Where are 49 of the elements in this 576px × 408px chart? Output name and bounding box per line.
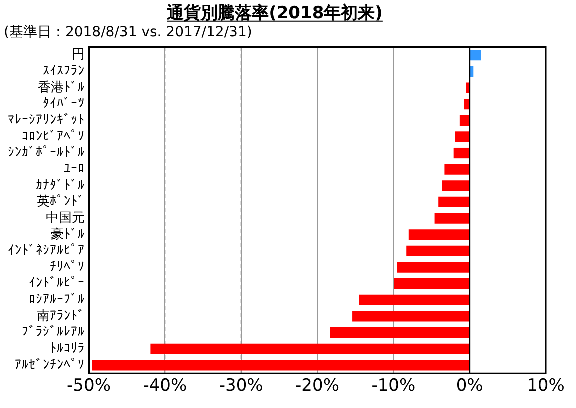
bar bbox=[330, 327, 470, 338]
chart-subtitle: (基準日：2018/8/31 vs. 2017/12/31) bbox=[4, 24, 252, 40]
x-tick-label: -50% bbox=[67, 376, 111, 396]
bar bbox=[150, 344, 470, 354]
y-tick-label: ﾌﾞﾗｼﾞﾙﾚｱﾙ bbox=[22, 325, 85, 340]
y-tick-label: ｼﾝｶﾞﾎﾟｰﾙﾄﾞﾙ bbox=[8, 146, 85, 161]
bar bbox=[466, 82, 470, 94]
bar bbox=[470, 66, 474, 77]
y-tick-label: ｲﾝﾄﾞﾈｼｱﾙﾋﾟｱ bbox=[8, 244, 85, 259]
bar bbox=[92, 360, 470, 371]
y-tick-label: ﾏﾚｰｼｱﾘﾝｷﾞｯﾄ bbox=[8, 113, 85, 128]
bar bbox=[434, 213, 470, 224]
y-tick-label: ｽｲｽﾌﾗﾝ bbox=[43, 64, 85, 80]
y-tick-label: 豪ﾄﾞﾙ bbox=[51, 227, 85, 242]
y-tick-label: ﾁﾘﾍﾟｿ bbox=[50, 260, 85, 275]
x-tick-label: -40% bbox=[143, 376, 188, 396]
y-tick-label: ﾛｼｱﾙｰﾌﾞﾙ bbox=[29, 292, 85, 308]
bar bbox=[464, 99, 470, 110]
y-tick-label: ｺﾛﾝﾋﾞｱﾍﾟｿ bbox=[22, 129, 85, 144]
bar bbox=[397, 262, 470, 273]
bar bbox=[454, 148, 470, 159]
bar bbox=[470, 50, 482, 61]
y-tick-label: ｱﾙｾﾞﾝﾁﾝﾍﾟｿ bbox=[15, 358, 85, 373]
bar bbox=[394, 278, 470, 290]
x-tick-label: -30% bbox=[219, 376, 264, 396]
y-tick-label: 中国元 bbox=[46, 210, 85, 226]
y-tick-label: ﾄﾙｺﾘﾗ bbox=[50, 341, 85, 356]
bar bbox=[455, 132, 470, 142]
x-tick-label: 0% bbox=[456, 376, 484, 396]
bar bbox=[406, 246, 470, 257]
bar bbox=[444, 164, 470, 175]
y-tick-label: 円 bbox=[72, 48, 85, 63]
y-tick-label: ｶﾅﾀﾞﾄﾞﾙ bbox=[36, 178, 85, 194]
bar bbox=[352, 311, 470, 322]
bar bbox=[442, 180, 470, 192]
x-tick-label: -20% bbox=[296, 376, 340, 396]
bar bbox=[438, 196, 470, 208]
bar bbox=[408, 230, 470, 240]
y-tick-label: 香港ﾄﾞﾙ bbox=[38, 80, 85, 96]
x-tick-label: 10% bbox=[527, 376, 565, 396]
y-tick-label: 英ﾎﾟﾝﾄﾞ bbox=[37, 194, 85, 210]
x-tick-label: -10% bbox=[372, 376, 416, 396]
bar bbox=[359, 294, 470, 306]
y-tick-label: 南ｱﾗﾝﾄﾞ bbox=[37, 308, 85, 324]
y-tick-label: ｲﾝﾄﾞﾙﾋﾟｰ bbox=[29, 276, 85, 292]
y-tick-label: ﾕｰﾛ bbox=[64, 162, 85, 177]
chart-title: 通貨別騰落率(2018年初来) bbox=[166, 4, 383, 24]
y-tick-label: ﾀｲﾊﾞｰﾂ bbox=[43, 96, 85, 112]
bar bbox=[460, 115, 470, 126]
